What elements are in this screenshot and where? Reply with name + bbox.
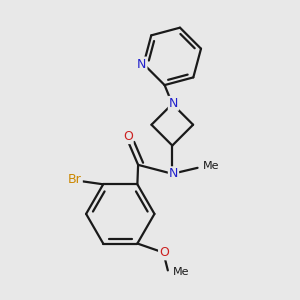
- Text: N: N: [169, 167, 178, 180]
- Text: Br: Br: [68, 173, 82, 186]
- Text: O: O: [123, 130, 133, 143]
- Text: N: N: [137, 58, 146, 70]
- Text: N: N: [169, 97, 178, 110]
- Text: Me: Me: [173, 267, 190, 277]
- Text: O: O: [159, 246, 169, 259]
- Text: Me: Me: [203, 161, 219, 171]
